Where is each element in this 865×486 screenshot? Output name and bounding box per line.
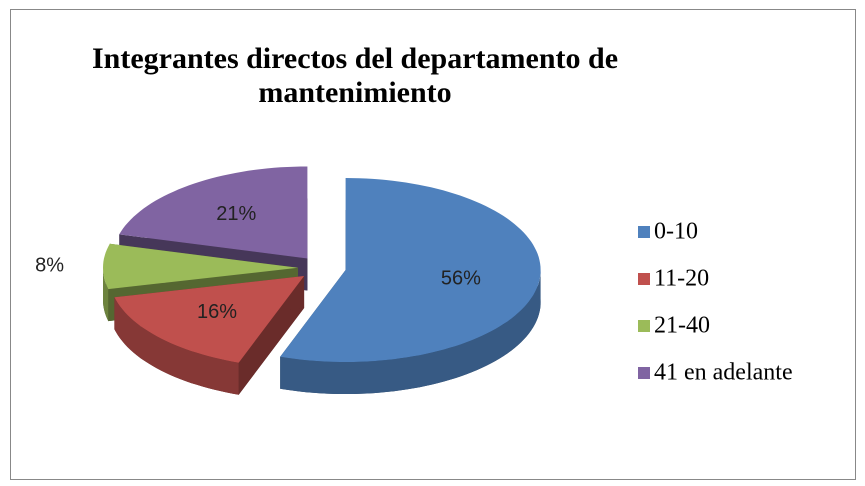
slice: [119, 166, 308, 259]
legend-swatch: [638, 273, 650, 285]
slice: [280, 178, 541, 362]
legend-swatch: [638, 226, 650, 238]
slice-outer-wall: [103, 267, 109, 322]
data-label: 8%: [35, 254, 64, 276]
legend-label: 21-40: [654, 313, 710, 339]
slice-outer-wall: [114, 297, 239, 395]
legend-label: 0-10: [654, 219, 698, 245]
legend-label: 11-20: [654, 266, 709, 292]
legend-label: 41 en adelante: [654, 360, 793, 386]
legend-swatch: [638, 320, 650, 332]
data-label: 21%: [216, 203, 256, 225]
data-label: 56%: [441, 268, 481, 290]
data-label: 16%: [197, 301, 237, 323]
slice: [114, 276, 305, 363]
slice: [103, 243, 298, 290]
chart-title: Integrantes directos del departamento de…: [92, 42, 618, 109]
slice-outer-wall: [280, 270, 541, 394]
legend-swatch: [638, 367, 650, 379]
